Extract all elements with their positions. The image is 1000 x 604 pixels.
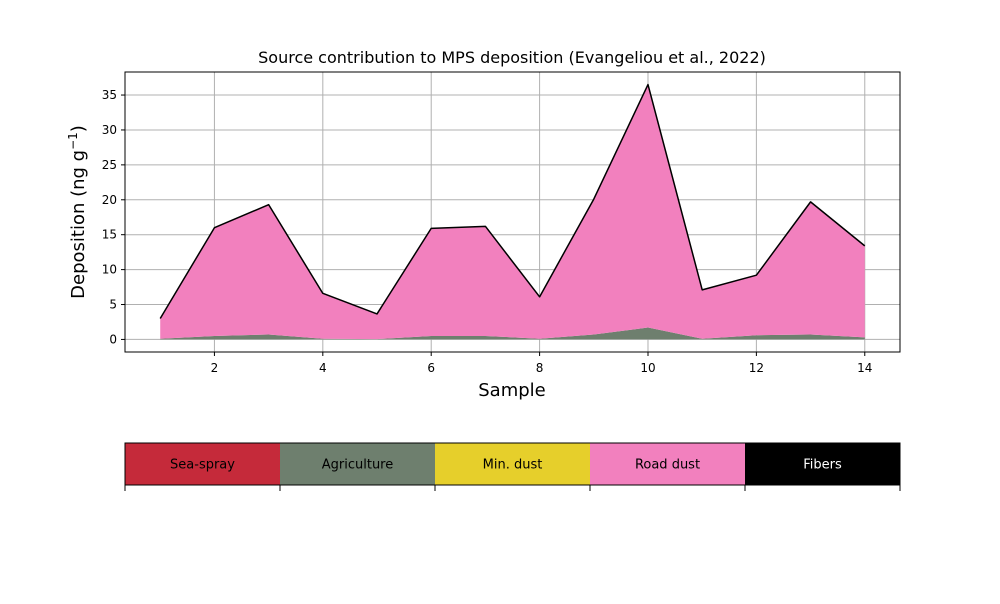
total-line <box>159 83 866 319</box>
y-tick-label: 0 <box>109 332 117 346</box>
chart-title: Source contribution to MPS deposition (E… <box>258 48 766 67</box>
y-axis-label: Deposition (ng g−1) <box>66 125 89 299</box>
area-agriculture <box>160 327 865 340</box>
legend: Sea-spray Agriculture Min. dust Road dust Fi… <box>124 442 901 491</box>
axis-layer: 2 4 6 8 10 12 14 0 5 10 15 20 25 30 35 <box>102 71 901 375</box>
legend-label-min-dust: Min. dust <box>483 458 543 473</box>
y-axis-label-text: Deposition (ng g <box>68 150 89 299</box>
y-tick-label: 35 <box>102 88 117 102</box>
x-axis-label: Sample <box>478 380 546 401</box>
x-tick-label: 2 <box>211 361 219 375</box>
legend-label-agriculture: Agriculture <box>322 458 394 473</box>
plot-frame <box>124 71 901 353</box>
x-tick-label: 10 <box>640 361 655 375</box>
x-tick-label: 12 <box>749 361 764 375</box>
legend-swatch-sea-spray <box>125 443 280 485</box>
area-road-dust <box>160 84 865 340</box>
y-tick-label: 5 <box>109 298 117 312</box>
legend-swatch-agriculture <box>280 443 435 485</box>
y-tick-label: 25 <box>102 158 117 172</box>
y-tick-label: 20 <box>102 193 117 207</box>
legend-label-fibers: Fibers <box>803 458 842 473</box>
legend-swatch-min-dust <box>435 443 590 485</box>
x-tick-label: 4 <box>319 361 327 375</box>
area-layer <box>160 84 865 340</box>
x-tick-label: 8 <box>536 361 544 375</box>
x-tick-label: 6 <box>427 361 435 375</box>
line-layer <box>159 83 866 319</box>
legend-label-sea-spray: Sea-spray <box>170 458 235 473</box>
legend-swatch-road-dust <box>590 443 745 485</box>
y-tick-label: 10 <box>102 263 117 277</box>
y-axis-label-close: ) <box>68 125 89 132</box>
legend-swatch-fibers <box>745 443 900 485</box>
legend-frame <box>124 442 901 486</box>
x-tick-label: 14 <box>857 361 872 375</box>
legend-label-road-dust: Road dust <box>635 458 700 473</box>
y-axis-label-superscript: −1 <box>66 132 80 150</box>
y-tick-label: 15 <box>102 228 117 242</box>
y-tick-label: 30 <box>102 123 117 137</box>
